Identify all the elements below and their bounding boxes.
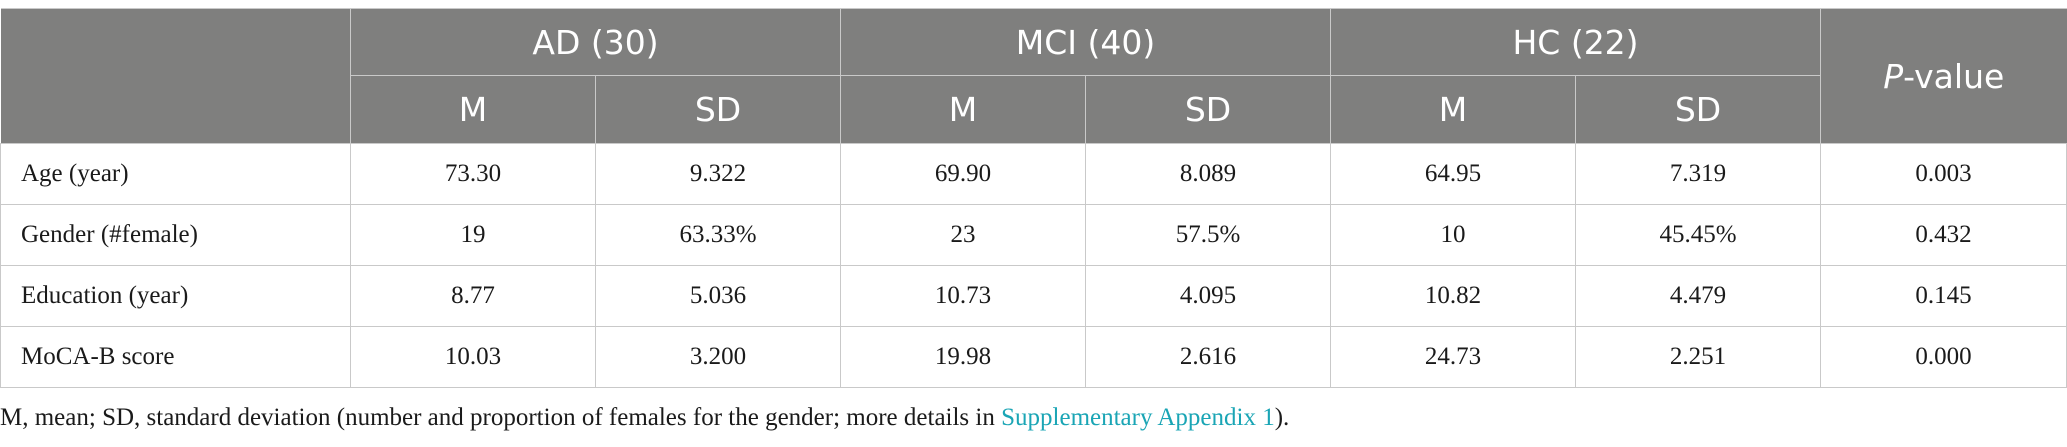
cell-hc-sd: 45.45% bbox=[1575, 204, 1822, 266]
cell-mci-sd: 4.095 bbox=[1084, 265, 1332, 327]
cell-mci-sd: 8.089 bbox=[1084, 143, 1332, 205]
footnote-text: M, mean; SD, standard deviation (number … bbox=[0, 404, 1002, 431]
demographics-table: AD (30) MCI (40) HC (22) P-value M SD M … bbox=[0, 8, 2067, 388]
header-hc-sd: SD bbox=[1575, 75, 1822, 144]
cell-hc-m: 64.95 bbox=[1330, 143, 1577, 205]
cell-hc-m: 10.82 bbox=[1330, 265, 1577, 327]
cell-p-value: 0.432 bbox=[1820, 204, 2067, 266]
row-label: Education (year) bbox=[0, 265, 351, 327]
cell-hc-sd: 4.479 bbox=[1575, 265, 1822, 327]
p-value-suffix: -value bbox=[1903, 56, 2005, 96]
cell-ad-m: 73.30 bbox=[350, 143, 596, 205]
cell-ad-m: 10.03 bbox=[350, 326, 596, 388]
cell-ad-m: 19 bbox=[350, 204, 596, 266]
cell-p-value: 0.000 bbox=[1820, 326, 2067, 388]
header-group-mci: MCI (40) bbox=[839, 8, 1332, 76]
demographics-table-container: AD (30) MCI (40) HC (22) P-value M SD M … bbox=[0, 8, 2067, 388]
cell-mci-m: 19.98 bbox=[840, 326, 1086, 388]
header-ad-sd: SD bbox=[595, 75, 841, 144]
header-group-ad: AD (30) bbox=[350, 8, 841, 76]
header-corner-cell bbox=[0, 8, 351, 144]
table-row: MoCA-B score 10.03 3.200 19.98 2.616 24.… bbox=[0, 326, 2067, 388]
cell-ad-m: 8.77 bbox=[350, 265, 596, 327]
cell-ad-sd: 63.33% bbox=[595, 204, 841, 266]
cell-hc-m: 24.73 bbox=[1330, 326, 1577, 388]
table-row: Education (year) 8.77 5.036 10.73 4.095 … bbox=[0, 265, 2067, 327]
header-hc-m: M bbox=[1330, 75, 1577, 144]
table-header: AD (30) MCI (40) HC (22) P-value M SD M … bbox=[0, 8, 2067, 144]
header-group-hc: HC (22) bbox=[1330, 8, 1822, 76]
cell-mci-m: 23 bbox=[840, 204, 1086, 266]
header-row-stats: M SD M SD M SD bbox=[1, 75, 2067, 144]
cell-mci-m: 10.73 bbox=[840, 265, 1086, 327]
row-label: Gender (#female) bbox=[0, 204, 351, 266]
table-row: Age (year) 73.30 9.322 69.90 8.089 64.95… bbox=[0, 143, 2067, 205]
header-row-groups: AD (30) MCI (40) HC (22) P-value bbox=[0, 8, 2067, 144]
cell-mci-sd: 2.616 bbox=[1084, 326, 1332, 388]
header-mci-sd: SD bbox=[1084, 75, 1332, 144]
header-p-value: P-value bbox=[1820, 8, 2067, 144]
cell-mci-sd: 57.5% bbox=[1084, 204, 1332, 266]
table-footnote: M, mean; SD, standard deviation (number … bbox=[0, 404, 1289, 432]
row-label: Age (year) bbox=[0, 143, 351, 205]
header-mci-m: M bbox=[840, 75, 1086, 144]
cell-ad-sd: 3.200 bbox=[595, 326, 841, 388]
cell-p-value: 0.003 bbox=[1820, 143, 2067, 205]
cell-ad-sd: 5.036 bbox=[595, 265, 841, 327]
cell-p-value: 0.145 bbox=[1820, 265, 2067, 327]
p-value-italic-p: P bbox=[1883, 56, 1904, 96]
row-label: MoCA-B score bbox=[0, 326, 351, 388]
table-body: Age (year) 73.30 9.322 69.90 8.089 64.95… bbox=[0, 143, 2067, 388]
supplementary-appendix-link[interactable]: Supplementary Appendix 1 bbox=[1001, 404, 1275, 431]
cell-hc-sd: 7.319 bbox=[1575, 143, 1822, 205]
footnote-suffix: ). bbox=[1274, 404, 1290, 431]
cell-ad-sd: 9.322 bbox=[595, 143, 841, 205]
table-row: Gender (#female) 19 63.33% 23 57.5% 10 4… bbox=[0, 204, 2067, 266]
cell-hc-sd: 2.251 bbox=[1575, 326, 1822, 388]
cell-mci-m: 69.90 bbox=[840, 143, 1086, 205]
cell-hc-m: 10 bbox=[1330, 204, 1577, 266]
header-ad-m: M bbox=[350, 75, 596, 144]
